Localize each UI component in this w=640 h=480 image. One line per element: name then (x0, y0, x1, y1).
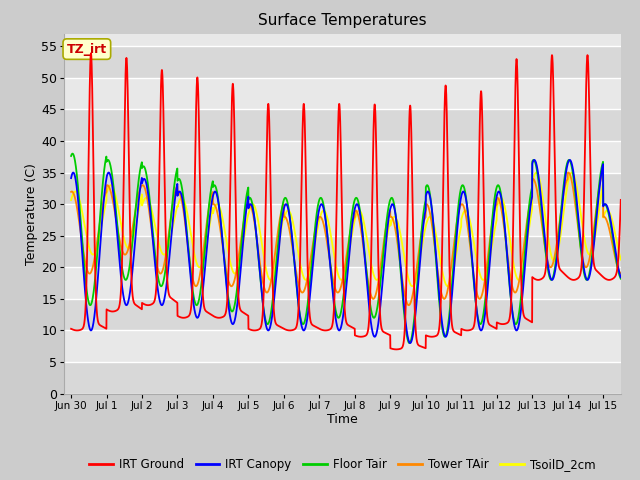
X-axis label: Time: Time (327, 413, 358, 426)
Bar (64, 236, 621, 267)
Bar (64, 172, 621, 204)
Bar (64, 46, 621, 78)
Y-axis label: Temperature (C): Temperature (C) (25, 163, 38, 264)
Legend: IRT Ground, IRT Canopy, Floor Tair, Tower TAir, TsoilD_2cm: IRT Ground, IRT Canopy, Floor Tair, Towe… (84, 454, 600, 476)
Bar (64, 78, 621, 109)
Bar (64, 109, 621, 141)
Bar (64, 204, 621, 236)
Title: Surface Temperatures: Surface Temperatures (258, 13, 427, 28)
Bar (64, 267, 621, 299)
Text: TZ_irt: TZ_irt (67, 43, 107, 56)
Bar (64, 330, 621, 362)
Bar (64, 141, 621, 172)
Bar (64, 299, 621, 330)
Bar (64, 362, 621, 394)
